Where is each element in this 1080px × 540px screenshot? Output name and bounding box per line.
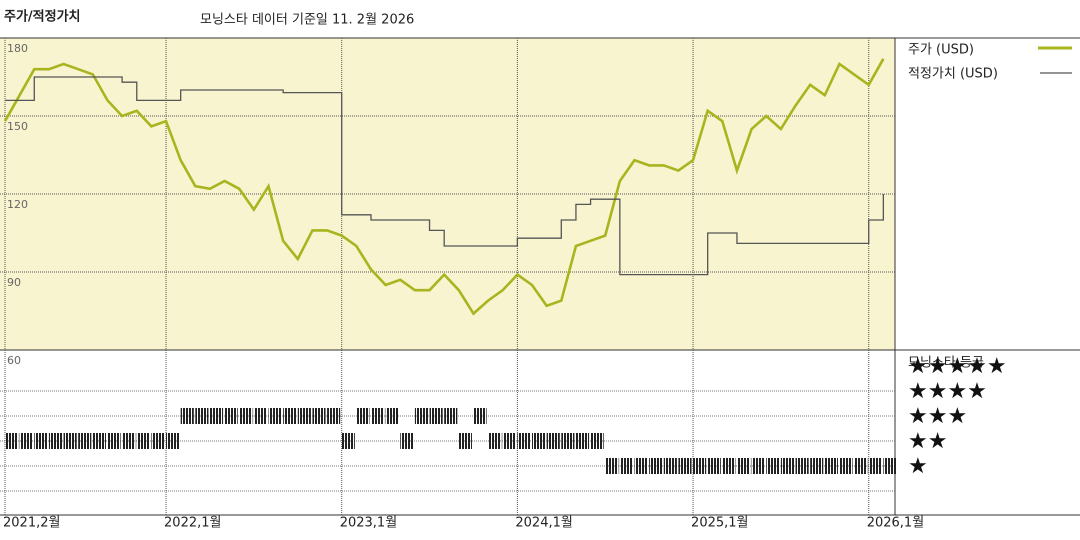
rating-bar [136, 433, 150, 449]
x-tick-label: 2025,1월 [691, 516, 748, 531]
rating-bar [224, 408, 238, 424]
rating-bar [736, 458, 751, 474]
rating-bar [63, 433, 77, 449]
rating-legend: ★★★★ [908, 379, 987, 404]
rating-bar [634, 458, 648, 474]
rating-bar [575, 433, 590, 449]
rating-bar [429, 408, 443, 424]
rating-bar [385, 408, 399, 424]
rating-bar [356, 408, 370, 424]
rating-bar [868, 458, 882, 474]
rating-bar [414, 408, 429, 424]
rating-bar [209, 408, 224, 424]
rating-bar [810, 458, 824, 474]
rating-bar [546, 433, 560, 449]
rating-bar [824, 458, 838, 474]
rating-bar [19, 433, 33, 449]
rating-bar [605, 458, 619, 474]
rating-bar [370, 408, 385, 424]
rating-bar [663, 458, 677, 474]
legend-label: 주가 (USD) [908, 43, 974, 58]
rating-bar [107, 433, 121, 449]
y-tick-label: 150 [7, 120, 28, 133]
rating-bar [693, 458, 707, 474]
rating-bar [839, 458, 853, 474]
rating-bar [473, 408, 487, 424]
rating-bar [48, 433, 63, 449]
rating-bar [707, 458, 721, 474]
rating-bar [151, 433, 165, 449]
rating-bar [502, 433, 516, 449]
rating-bar [854, 458, 868, 474]
rating-bar [444, 408, 458, 424]
rating-bar [766, 458, 780, 474]
rating-title: 모닝스타 등급 [908, 356, 984, 371]
rating-bar [590, 433, 604, 449]
rating-bar [92, 433, 106, 449]
rating-bar [180, 408, 194, 424]
rating-bar [751, 458, 765, 474]
rating-legend: ★ [908, 454, 928, 479]
rating-legend: ★★ [908, 429, 947, 454]
y-tick-label: 60 [7, 354, 21, 367]
rating-legend: ★★★ [908, 404, 967, 429]
rating-bar [239, 408, 253, 424]
x-tick-label: 2026,1월 [867, 516, 924, 531]
rating-bar [34, 433, 48, 449]
rating-legend: ★★★★★ [908, 354, 1007, 379]
x-tick-label: 2021,2월 [3, 516, 60, 531]
rating-bar [327, 408, 341, 424]
series-line [5, 76, 885, 276]
x-tick-label: 2023,1월 [340, 516, 397, 531]
rating-bar [488, 433, 502, 449]
rating-bar [561, 433, 575, 449]
rating-bar [883, 458, 897, 474]
rating-bar [253, 408, 268, 424]
series-line [3, 58, 885, 316]
price-panel [0, 38, 895, 350]
y-tick-label: 90 [7, 276, 21, 289]
rating-bar [619, 458, 633, 474]
y-tick-label: 120 [7, 198, 28, 211]
rating-bar [166, 433, 180, 449]
rating-bar [297, 408, 311, 424]
chart-subtitle: 모닝스타 데이터 기준일 11. 2월 2026 [200, 13, 414, 28]
x-tick-label: 2024,1월 [515, 516, 572, 531]
rating-bar [268, 408, 282, 424]
rating-bar [312, 408, 326, 424]
rating-bar [341, 433, 355, 449]
rating-bar [722, 458, 736, 474]
rating-bar [458, 433, 472, 449]
chart-title: 주가/적정가치 [4, 9, 81, 25]
rating-bar [517, 433, 531, 449]
x-tick-label: 2022,1월 [164, 516, 221, 531]
rating-bar [795, 458, 809, 474]
rating-bar [649, 458, 663, 474]
legend-label: 적정가치 (USD) [908, 67, 998, 82]
rating-bar [780, 458, 795, 474]
rating-bar [532, 433, 546, 449]
rating-bar [283, 408, 297, 424]
rating-bar [78, 433, 92, 449]
y-tick-label: 180 [7, 42, 28, 55]
rating-bar [678, 458, 692, 474]
rating-bar [122, 433, 136, 449]
rating-bar [195, 408, 209, 424]
rating-bar [400, 433, 414, 449]
rating-bar [5, 433, 19, 449]
